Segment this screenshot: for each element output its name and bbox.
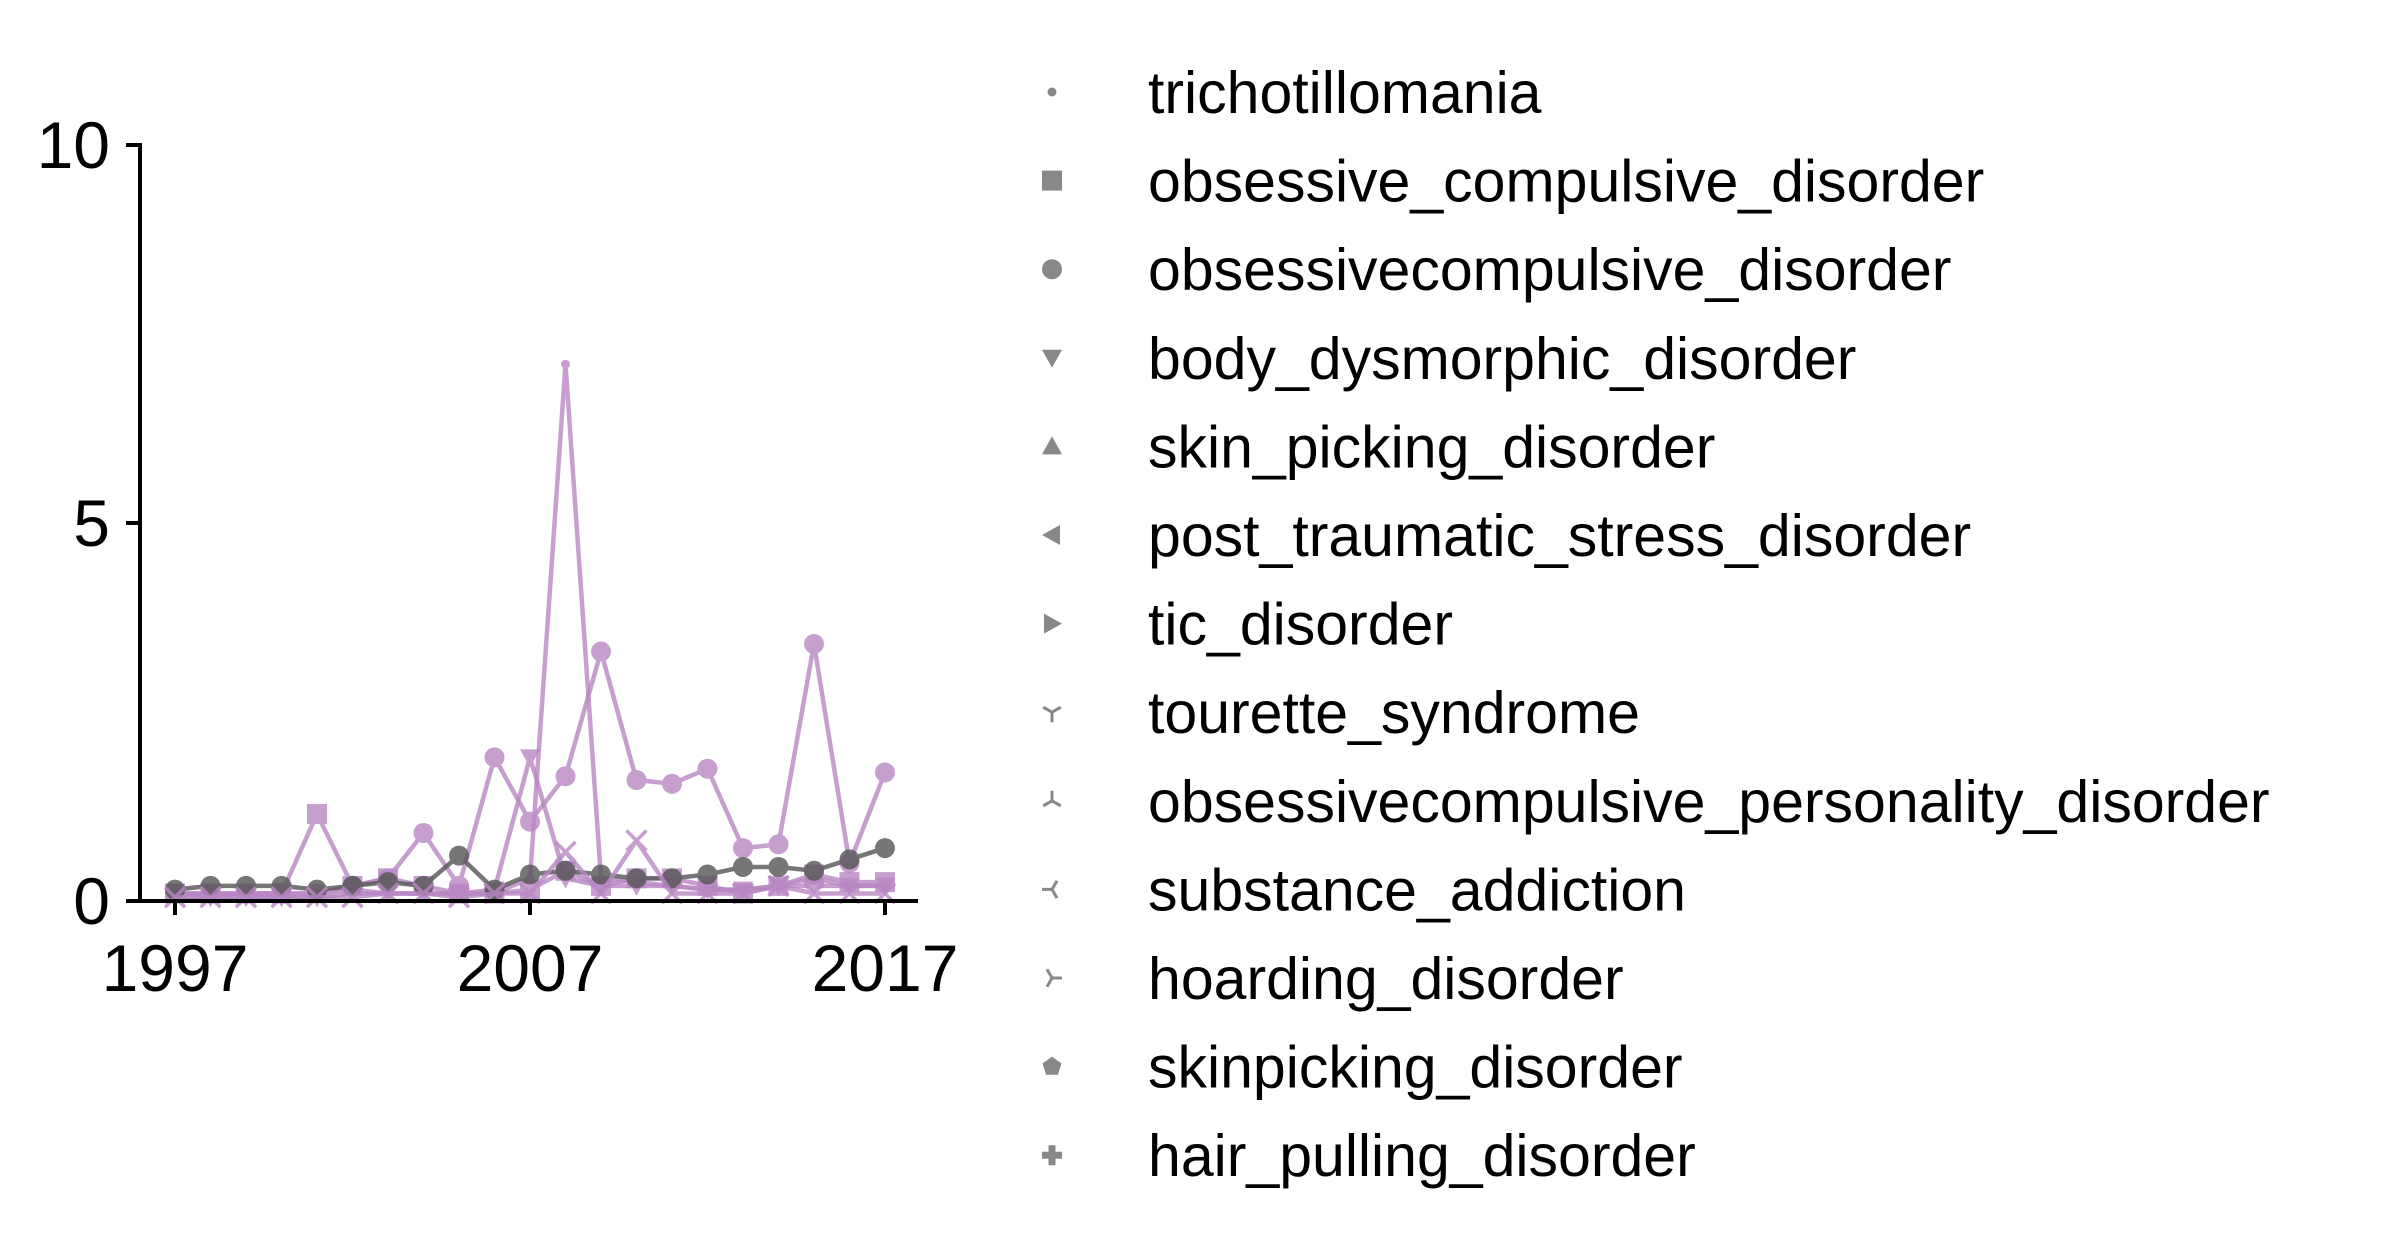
legend-label: body_dysmorphic_disorder: [1148, 326, 1856, 392]
data-point: [307, 804, 327, 825]
data-point: [163, 885, 187, 909]
data-point: [697, 864, 718, 885]
x-tick-label: 1997: [102, 931, 249, 1005]
data-point: [378, 872, 398, 893]
data-point: [839, 877, 860, 896]
legend-item: hoarding_disorder: [1045, 946, 1624, 1012]
data-point: [413, 822, 434, 843]
data-point: [591, 641, 611, 662]
data-point: [447, 885, 471, 909]
legend: trichotillomania obsessive_compulsive_dis…: [1042, 60, 2270, 1189]
legend-label: hoarding_disorder: [1148, 946, 1624, 1012]
data-point: [804, 633, 824, 654]
data-point: [733, 856, 753, 877]
legend-marker-icon: [1042, 1145, 1062, 1166]
data-point: [626, 868, 647, 889]
x-tick-label: 2017: [812, 931, 959, 1005]
legend-item: post_traumatic_stress_disorder: [1042, 503, 1971, 569]
data-point: [200, 875, 221, 896]
data-point: [520, 749, 540, 768]
data-point: [561, 359, 570, 369]
data-point: [804, 877, 824, 896]
data-point: [697, 758, 718, 779]
data-point: [234, 885, 258, 909]
legend-label: skinpicking_disorder: [1148, 1035, 1683, 1101]
data-point: [662, 773, 682, 794]
data-point: [625, 829, 648, 852]
legend-marker-icon: [1042, 1056, 1062, 1075]
legend-label: skin_picking_disorder: [1148, 414, 1715, 480]
legend-item: trichotillomania: [1047, 60, 1542, 126]
data-point: [591, 864, 611, 885]
data-point: [768, 834, 789, 855]
legend-label: obsessivecompulsive_personality_disorder: [1148, 769, 2270, 835]
legend-label: post_traumatic_stress_disorder: [1148, 503, 1971, 569]
legend-item: hair_pulling_disorder: [1042, 1123, 1696, 1189]
data-point: [875, 838, 895, 859]
data-point: [768, 856, 789, 877]
legend-marker-icon: [1042, 436, 1062, 455]
data-point: [271, 875, 292, 896]
legend-label: obsessivecompulsive_disorder: [1148, 237, 1951, 303]
legend-label: tic_disorder: [1148, 592, 1453, 658]
data-point: [875, 762, 895, 783]
legend-marker-icon: [1042, 349, 1062, 368]
legend-item: body_dysmorphic_disorder: [1042, 326, 1856, 392]
axes: 0 5 10 1997 2007 2017: [37, 108, 959, 1005]
legend-marker-icon: [1042, 879, 1059, 899]
legend-marker-icon: [1047, 87, 1057, 97]
legend-marker-icon: [1042, 705, 1062, 723]
legend-item: tic_disorder: [1044, 592, 1453, 658]
data-point: [555, 766, 576, 787]
legend-item: tourette_syndrome: [1042, 680, 1640, 746]
y-tick-label: 0: [73, 864, 110, 938]
data-point: [520, 811, 540, 832]
legend-label: obsessive_compulsive_disorder: [1148, 149, 1984, 215]
data-point: [484, 879, 505, 900]
data-point: [875, 877, 895, 896]
y-tick-label: 5: [73, 486, 110, 560]
data-point: [839, 849, 860, 870]
data-point: [555, 860, 576, 881]
legend-item: skin_picking_disorder: [1042, 414, 1715, 480]
legend-marker-icon: [1042, 259, 1062, 280]
data-point: [554, 840, 577, 864]
legend-marker-icon: [1045, 968, 1062, 988]
data-point: [804, 860, 824, 881]
data-point: [199, 885, 222, 909]
data-point: [342, 875, 363, 896]
x-tick-label: 2007: [457, 931, 604, 1005]
data-point: [236, 875, 256, 896]
legend-label: hair_pulling_disorder: [1148, 1123, 1696, 1189]
data-point: [767, 874, 790, 898]
legend-marker-icon: [1042, 170, 1062, 191]
data-point: [733, 838, 753, 859]
series-5: [163, 829, 897, 909]
plot-area: [163, 359, 897, 909]
data-point: [626, 770, 647, 791]
y-tick-label: 10: [37, 108, 110, 182]
data-point: [449, 845, 469, 866]
legend-label: tourette_syndrome: [1148, 680, 1640, 746]
legend-item: skinpicking_disorder: [1042, 1035, 1683, 1101]
legend-label: substance_addiction: [1148, 857, 1686, 923]
data-point: [305, 885, 329, 909]
legend-marker-icon: [1042, 525, 1060, 545]
legend-label: trichotillomania: [1148, 60, 1542, 126]
legend-item: obsessive_compulsive_disorder: [1042, 149, 1984, 215]
legend-marker-icon: [1042, 790, 1062, 808]
legend-item: obsessivecompulsive_personality_disorder: [1042, 769, 2270, 835]
data-point: [270, 885, 293, 909]
legend-item: obsessivecompulsive_disorder: [1042, 237, 1951, 303]
data-point: [520, 864, 540, 885]
data-point: [341, 885, 364, 909]
legend-marker-icon: [1044, 613, 1062, 634]
data-point: [484, 747, 505, 768]
legend-item: substance_addiction: [1042, 857, 1686, 923]
